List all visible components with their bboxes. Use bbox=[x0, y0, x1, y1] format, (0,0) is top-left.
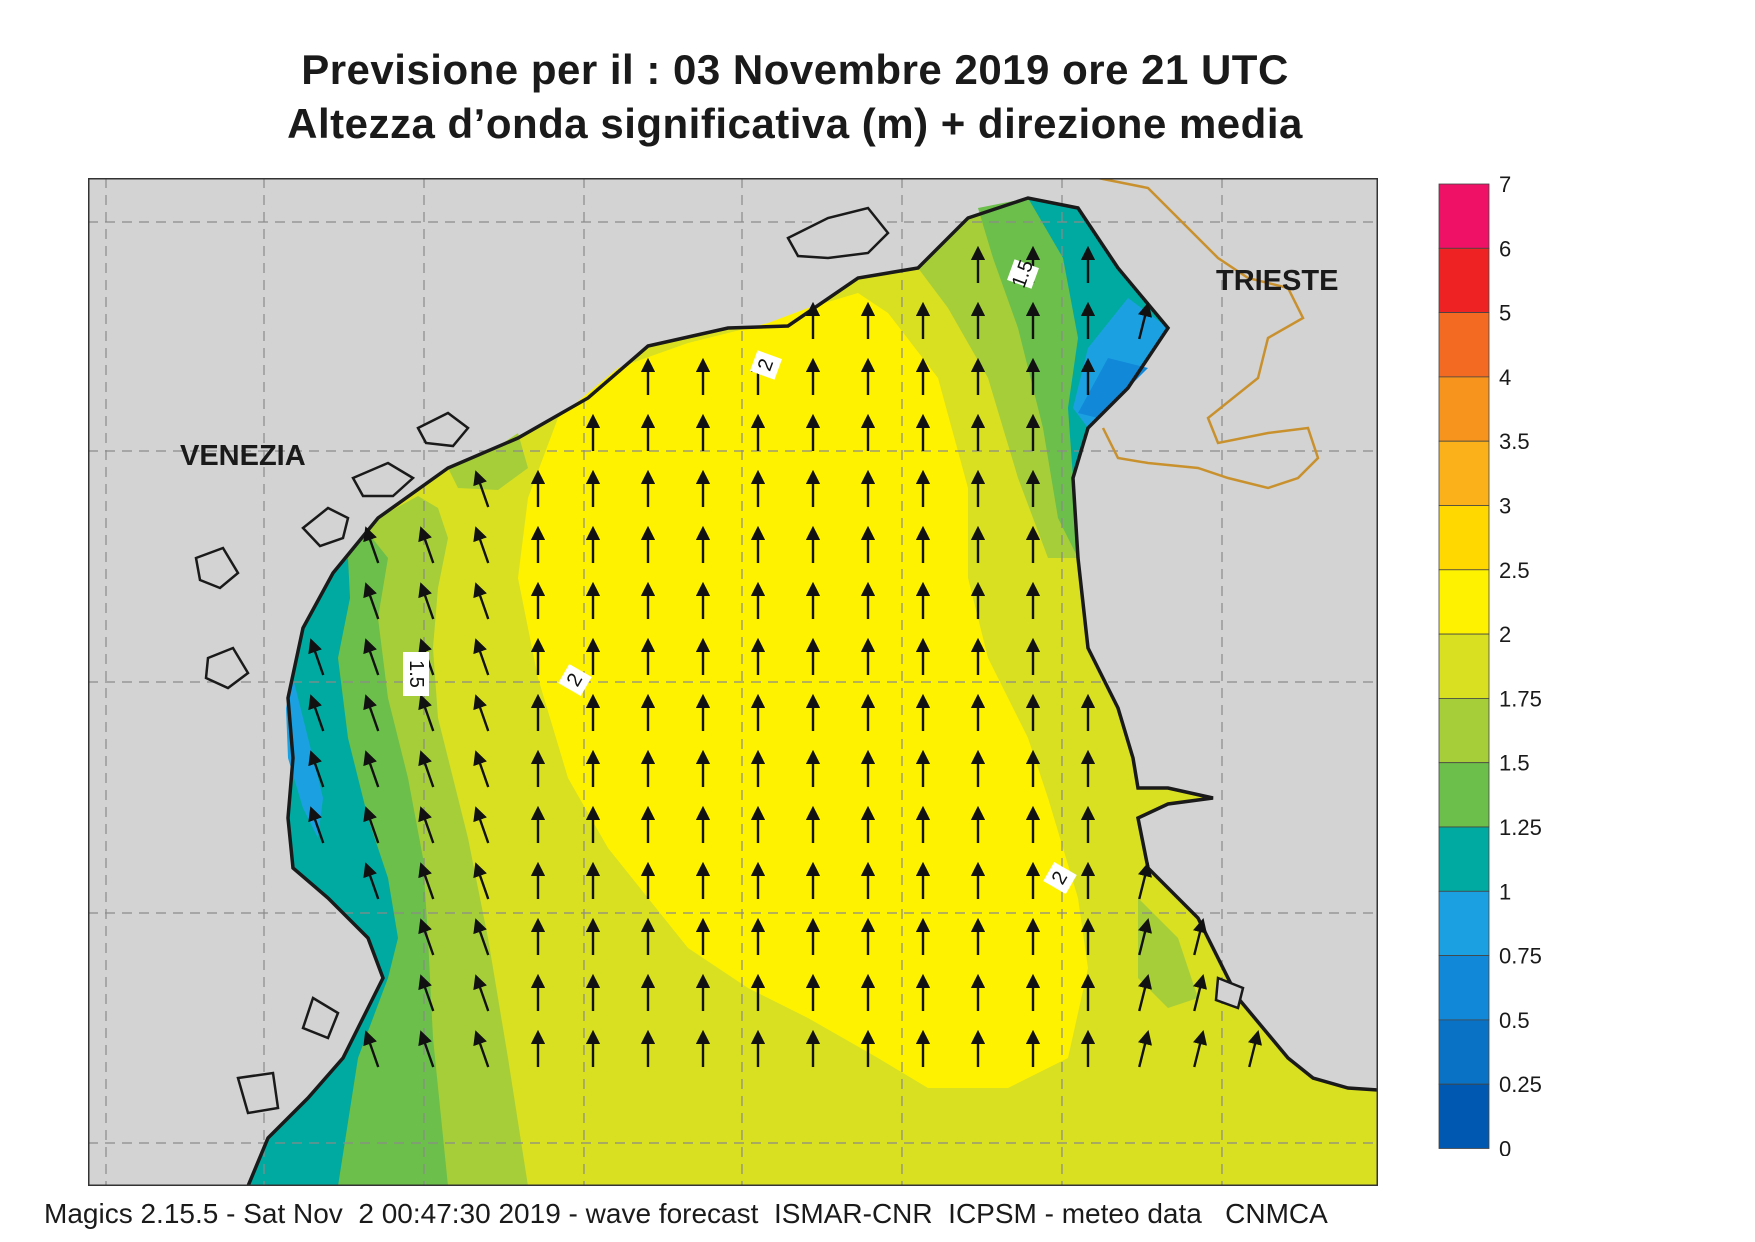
wave-arrow bbox=[308, 750, 325, 788]
city-label-venezia: VENEZIA bbox=[180, 440, 306, 472]
wave-arrow bbox=[1193, 918, 1207, 956]
wave-height-map: 2 1.5 2 2 1.5 VENEZIA TRIESTE bbox=[88, 178, 1378, 1186]
svg-text:1.5: 1.5 bbox=[405, 660, 427, 688]
wave-arrow bbox=[363, 862, 380, 900]
legend-swatch bbox=[1438, 505, 1490, 571]
band-0-5-ne bbox=[1078, 358, 1148, 418]
wave-arrow bbox=[473, 974, 490, 1012]
coastline bbox=[246, 196, 1378, 1186]
wave-arrow bbox=[418, 806, 435, 844]
legend-tick-label: 3 bbox=[1499, 494, 1511, 519]
wave-arrow bbox=[473, 862, 490, 900]
wave-direction-arrows bbox=[308, 245, 1262, 1068]
legend-swatch bbox=[1438, 312, 1490, 378]
wave-arrow bbox=[418, 862, 435, 900]
wave-arrow bbox=[1138, 862, 1152, 900]
wave-arrow bbox=[1193, 1030, 1207, 1068]
color-legend: 7 6 5 4 3.5 3 2.5 2 1.75 1.5 1.25 1 0.75 0.5 0.25 0 bbox=[1438, 176, 1542, 1157]
wave-arrow bbox=[473, 638, 490, 676]
wave-arrow bbox=[473, 806, 490, 844]
legend-tick-label: 1.25 bbox=[1499, 815, 1542, 840]
wave-arrow bbox=[363, 526, 380, 564]
lagoon-islands bbox=[194, 206, 1245, 1115]
contour-label: 2 bbox=[750, 350, 782, 380]
wave-arrow bbox=[473, 750, 490, 788]
legend-tick-label: 0 bbox=[1499, 1137, 1511, 1157]
legend-tick-label: 0.25 bbox=[1499, 1072, 1542, 1097]
wave-arrow bbox=[418, 582, 435, 620]
wave-arrow bbox=[308, 694, 325, 732]
wave-arrow bbox=[1138, 974, 1152, 1012]
band-1-5-north bbox=[448, 433, 528, 490]
legend-swatch bbox=[1438, 1019, 1490, 1085]
legend-swatch bbox=[1438, 247, 1490, 314]
wave-arrow bbox=[363, 638, 380, 676]
contour-label: 2 bbox=[558, 663, 592, 697]
wave-arrow bbox=[473, 1030, 490, 1068]
legend-swatch bbox=[1438, 955, 1490, 1021]
legend-tick-label: 5 bbox=[1499, 301, 1511, 326]
legend-swatch bbox=[1438, 762, 1490, 828]
legend-tick-label: 4 bbox=[1499, 365, 1511, 390]
wave-arrow bbox=[418, 750, 435, 788]
wave-arrow bbox=[418, 974, 435, 1012]
wave-arrow bbox=[1138, 918, 1152, 956]
wave-arrow bbox=[473, 470, 490, 508]
map-subtitle: Altezza d’onda significativa (m) + direz… bbox=[287, 100, 1303, 147]
legend-swatch bbox=[1438, 698, 1490, 764]
legend-swatch bbox=[1438, 633, 1490, 699]
wave-arrow bbox=[418, 1030, 435, 1068]
legend-swatch bbox=[1438, 440, 1490, 506]
wave-arrow bbox=[308, 638, 325, 676]
legend-tick-label: 0.5 bbox=[1499, 1008, 1530, 1033]
legend-tick-label: 3.5 bbox=[1499, 429, 1530, 454]
wave-arrow bbox=[1193, 974, 1207, 1012]
wave-arrow bbox=[1138, 302, 1152, 340]
legend-tick-label: 2.5 bbox=[1499, 558, 1530, 583]
wave-arrow bbox=[308, 806, 325, 844]
legend-swatch bbox=[1438, 376, 1490, 442]
wave-arrow bbox=[418, 526, 435, 564]
legend-swatch bbox=[1438, 1083, 1490, 1149]
grid-lines bbox=[88, 178, 1378, 1186]
footer-credits: Magics 2.15.5 - Sat Nov 2 00:47:30 2019 … bbox=[44, 1198, 1328, 1229]
legend-tick-label: 2 bbox=[1499, 622, 1511, 647]
wave-arrow bbox=[473, 582, 490, 620]
band-2-central bbox=[518, 293, 1088, 1088]
map-frame bbox=[88, 178, 1378, 1186]
legend-swatch bbox=[1438, 890, 1490, 956]
wave-arrow bbox=[1248, 1030, 1262, 1068]
legend-swatch bbox=[1438, 826, 1490, 892]
wave-arrow bbox=[473, 694, 490, 732]
contour-label: 1.5 bbox=[403, 652, 429, 696]
legend-tick-label: 0.75 bbox=[1499, 944, 1542, 969]
contour-label: 2 bbox=[1043, 861, 1077, 895]
legend-tick-label: 1 bbox=[1499, 879, 1511, 904]
national-border bbox=[1097, 178, 1320, 490]
legend-tick-label: 6 bbox=[1499, 236, 1511, 261]
wave-arrow bbox=[363, 750, 380, 788]
legend-swatch bbox=[1438, 183, 1490, 249]
band-0-75-west bbox=[286, 678, 323, 838]
band-1-5-se bbox=[1138, 898, 1198, 1008]
wave-arrow bbox=[1138, 1030, 1152, 1068]
wave-arrow bbox=[363, 1030, 380, 1068]
wave-arrow bbox=[363, 694, 380, 732]
wave-arrow bbox=[418, 694, 435, 732]
legend-swatch bbox=[1438, 569, 1490, 635]
map-title: Previsione per il : 03 Novembre 2019 ore… bbox=[301, 46, 1289, 93]
city-label-trieste: TRIESTE bbox=[1216, 265, 1338, 297]
wave-arrow bbox=[363, 806, 380, 844]
band-1-west bbox=[248, 558, 398, 1186]
wave-arrow bbox=[473, 918, 490, 956]
legend-tick-label: 1.5 bbox=[1499, 751, 1530, 776]
legend-tick-label: 7 bbox=[1499, 176, 1511, 197]
wave-arrow bbox=[473, 526, 490, 564]
legend-tick-label: 1.75 bbox=[1499, 686, 1542, 711]
wave-arrow bbox=[363, 582, 380, 620]
wave-arrow bbox=[418, 918, 435, 956]
